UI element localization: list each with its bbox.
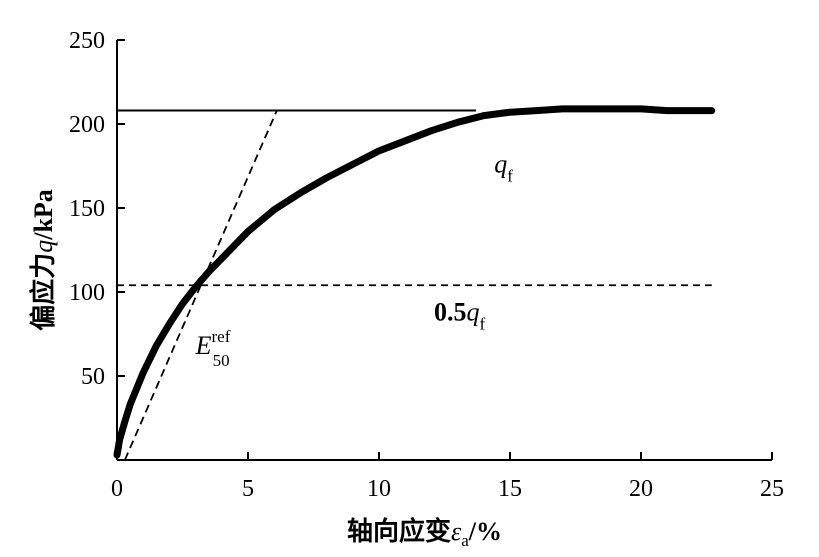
x-tick-label: 15	[498, 476, 522, 502]
x-axis-title-text: 轴向应变	[347, 516, 451, 546]
e50-subscript: 50	[213, 351, 230, 370]
series-line-measured	[113, 105, 716, 459]
e50-superscript: ref	[211, 327, 230, 346]
e50-secant-line	[124, 110, 278, 461]
x-tick-label: 20	[629, 476, 653, 502]
x-axis-title-symbol: ε	[451, 517, 462, 546]
qf-subscript: f	[507, 167, 513, 186]
half-qf-symbol: q	[467, 298, 480, 327]
half-qf-subscript: f	[480, 315, 486, 334]
y-tick-label: 50	[81, 364, 105, 390]
x-axis-title: 轴向应变εa/%	[347, 516, 502, 550]
y-tick-label: 250	[69, 28, 105, 54]
y-tick-label: 100	[69, 280, 105, 306]
half-qf-prefix: 0.5	[434, 298, 467, 327]
y-axis-title: 偏应力q/kPa	[28, 189, 58, 331]
x-tick-label: 5	[242, 476, 254, 502]
y-axis-title-text: 偏应力	[28, 253, 58, 331]
half-qf-annotation: 0.5qf	[434, 298, 486, 334]
e50-symbol: E	[195, 331, 212, 360]
x-axis-title-unit: /%	[468, 517, 502, 546]
e50-annotation: Eref 50	[195, 327, 231, 370]
x-axis-title-subscript: a	[461, 531, 469, 550]
y-tick-label: 200	[69, 112, 105, 138]
x-tick-label: 0	[111, 476, 123, 502]
qf-symbol: q	[494, 150, 507, 179]
y-axis-title-unit: /kPa	[29, 189, 58, 241]
x-tick-label: 10	[367, 476, 391, 502]
x-axis-ticks: 0 5 10 15 20 25	[111, 452, 784, 502]
y-tick-label: 150	[69, 196, 105, 222]
x-tick-label: 25	[760, 476, 784, 502]
qf-annotation: qf	[494, 150, 513, 186]
y-axis-title-symbol: q	[29, 240, 58, 253]
y-axis-ticks: 50 100 150 200 250	[69, 28, 125, 390]
